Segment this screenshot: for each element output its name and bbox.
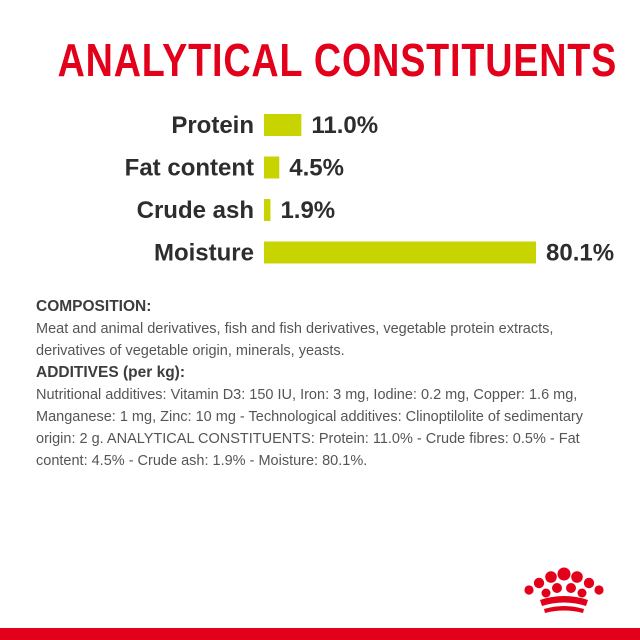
value-label: 4.5%	[289, 155, 344, 182]
value-label: 80.1%	[546, 240, 614, 267]
constituents-bar-chart: Protein 11.0% Fat content 4.5% Crude ash 1.9%…	[125, 112, 614, 267]
value-label: 1.9%	[280, 197, 335, 224]
additives-heading: ADDITIVES (per kg):	[36, 364, 185, 381]
additives-text: Nutritional additives: Vitamin D3: 150 I…	[36, 387, 583, 469]
category-label: Crude ash	[137, 197, 254, 224]
bar	[264, 199, 271, 221]
value-label: 11.0%	[311, 112, 378, 139]
crown-icon	[524, 567, 604, 613]
composition-text: Meat and animal derivatives, fish and fi…	[36, 321, 554, 359]
category-label: Protein	[171, 112, 254, 139]
category-label: Moisture	[154, 240, 254, 267]
bottom-bar	[0, 628, 640, 640]
ingredients-section: COMPOSITION: Meat and animal derivatives…	[36, 296, 606, 472]
bar	[264, 114, 302, 136]
category-label: Fat content	[125, 155, 254, 182]
bar	[264, 156, 280, 179]
composition-heading: COMPOSITION:	[36, 298, 152, 315]
page-title: ANALYTICAL CONSTITUENTS	[57, 34, 618, 86]
bar	[264, 241, 536, 264]
